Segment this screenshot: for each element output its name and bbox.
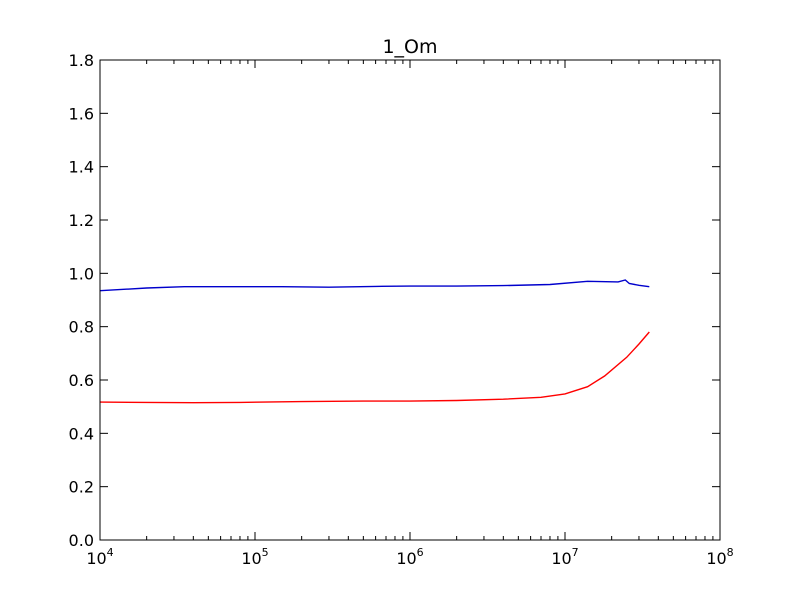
- x-tick-label: 108: [706, 546, 733, 568]
- x-tick-label: 104: [86, 546, 113, 568]
- x-tick-label: 105: [241, 546, 268, 568]
- series-line-1: [99, 279, 650, 292]
- plot-frame: [99, 59, 721, 541]
- x-tick-label: 107: [551, 546, 578, 568]
- y-tick-label: 1.4: [69, 158, 94, 177]
- x-tick-label: 106: [396, 546, 423, 568]
- y-tick-label: 0.8: [69, 318, 94, 337]
- y-tick-label: 0.4: [69, 424, 94, 443]
- y-tick-label: 0.2: [69, 478, 94, 497]
- y-tick-label: 1.8: [69, 51, 94, 70]
- y-tick-label: 0.0: [69, 531, 94, 550]
- y-tick-label: 1.6: [69, 104, 94, 123]
- y-tick-label: 0.6: [69, 371, 94, 390]
- y-tick-label: 1.0: [69, 264, 94, 283]
- chart-title: 1_Om: [382, 36, 437, 58]
- series-line-2: [99, 331, 650, 404]
- y-tick-label: 1.2: [69, 211, 94, 230]
